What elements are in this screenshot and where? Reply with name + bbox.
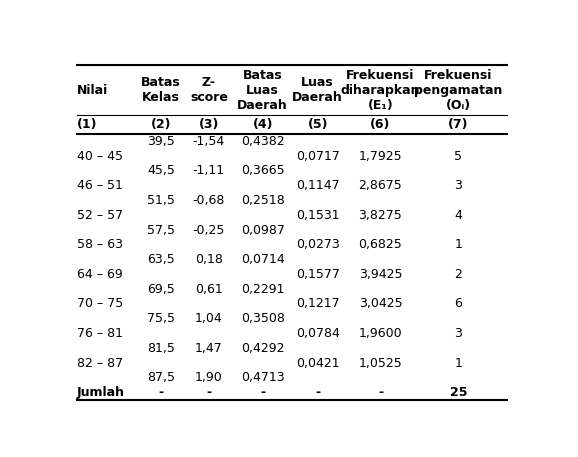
Text: 0,4382: 0,4382 [241, 135, 284, 148]
Text: 1,7925: 1,7925 [358, 150, 402, 163]
Text: 45,5: 45,5 [147, 165, 175, 177]
Text: 0,6825: 0,6825 [358, 239, 402, 251]
Text: 0,0273: 0,0273 [296, 239, 340, 251]
Text: -1,54: -1,54 [192, 135, 225, 148]
Text: (6): (6) [370, 118, 391, 131]
Text: 81,5: 81,5 [147, 342, 175, 355]
Text: 1,47: 1,47 [195, 342, 223, 355]
Text: 0,1217: 0,1217 [296, 298, 339, 310]
Text: (1): (1) [77, 118, 97, 131]
Text: 3: 3 [454, 327, 462, 340]
Text: 0,0717: 0,0717 [296, 150, 340, 163]
Text: 82 – 87: 82 – 87 [77, 356, 123, 370]
Text: 0,0714: 0,0714 [241, 253, 284, 266]
Text: -: - [206, 386, 212, 399]
Text: (7): (7) [448, 118, 469, 131]
Text: 1,04: 1,04 [195, 312, 223, 325]
Text: 0,61: 0,61 [195, 283, 223, 296]
Text: -: - [315, 386, 320, 399]
Text: 1: 1 [454, 356, 462, 370]
Text: 2,8675: 2,8675 [358, 179, 402, 192]
Text: -1,11: -1,11 [193, 165, 225, 177]
Text: Batas
Kelas: Batas Kelas [141, 76, 181, 104]
Text: 52 – 57: 52 – 57 [77, 209, 123, 222]
Text: 0,4713: 0,4713 [241, 372, 284, 384]
Text: 1,90: 1,90 [195, 372, 223, 384]
Text: 46 – 51: 46 – 51 [77, 179, 123, 192]
Text: 0,2291: 0,2291 [241, 283, 284, 296]
Text: 2: 2 [454, 268, 462, 281]
Text: 87,5: 87,5 [147, 372, 175, 384]
Text: 6: 6 [454, 298, 462, 310]
Text: 25: 25 [450, 386, 467, 399]
Text: -0,68: -0,68 [192, 194, 225, 207]
Text: 1,0525: 1,0525 [358, 356, 402, 370]
Text: 0,0987: 0,0987 [240, 223, 284, 237]
Text: 5: 5 [454, 150, 462, 163]
Text: 3,9425: 3,9425 [359, 268, 402, 281]
Text: Luas
Daerah: Luas Daerah [292, 76, 343, 104]
Text: 1: 1 [454, 239, 462, 251]
Text: -: - [260, 386, 265, 399]
Text: 0,1531: 0,1531 [296, 209, 339, 222]
Text: 58 – 63: 58 – 63 [77, 239, 123, 251]
Text: 70 – 75: 70 – 75 [77, 298, 123, 310]
Text: Z-
score: Z- score [190, 76, 228, 104]
Text: 3,8275: 3,8275 [358, 209, 402, 222]
Text: 69,5: 69,5 [147, 283, 175, 296]
Text: 39,5: 39,5 [147, 135, 175, 148]
Text: -: - [378, 386, 383, 399]
Text: Frekuensi
diharapkan
(E₁): Frekuensi diharapkan (E₁) [340, 69, 420, 112]
Text: 64 – 69: 64 – 69 [77, 268, 123, 281]
Text: Nilai: Nilai [77, 84, 108, 96]
Text: -0,25: -0,25 [192, 223, 225, 237]
Text: (5): (5) [307, 118, 328, 131]
Text: 3,0425: 3,0425 [358, 298, 402, 310]
Text: 0,18: 0,18 [195, 253, 223, 266]
Text: 0,2518: 0,2518 [241, 194, 284, 207]
Text: 57,5: 57,5 [147, 223, 175, 237]
Text: 0,0784: 0,0784 [296, 327, 340, 340]
Text: 0,4292: 0,4292 [241, 342, 284, 355]
Text: Batas
Luas
Daerah: Batas Luas Daerah [237, 69, 288, 112]
Text: Frekuensi
pengamatan
(Oᵢ): Frekuensi pengamatan (Oᵢ) [414, 69, 502, 112]
Text: 0,1147: 0,1147 [296, 179, 339, 192]
Text: -: - [158, 386, 164, 399]
Text: (2): (2) [151, 118, 171, 131]
Text: 63,5: 63,5 [147, 253, 175, 266]
Text: 3: 3 [454, 179, 462, 192]
Text: 0,1577: 0,1577 [296, 268, 340, 281]
Text: 51,5: 51,5 [147, 194, 175, 207]
Text: Jumlah: Jumlah [77, 386, 125, 399]
Text: 0,3508: 0,3508 [240, 312, 284, 325]
Text: 1,9600: 1,9600 [358, 327, 402, 340]
Text: 76 – 81: 76 – 81 [77, 327, 123, 340]
Text: 0,3665: 0,3665 [241, 165, 284, 177]
Text: 40 – 45: 40 – 45 [77, 150, 123, 163]
Text: (3): (3) [199, 118, 219, 131]
Text: 75,5: 75,5 [147, 312, 175, 325]
Text: 0,0421: 0,0421 [296, 356, 339, 370]
Text: (4): (4) [253, 118, 273, 131]
Text: 4: 4 [454, 209, 462, 222]
